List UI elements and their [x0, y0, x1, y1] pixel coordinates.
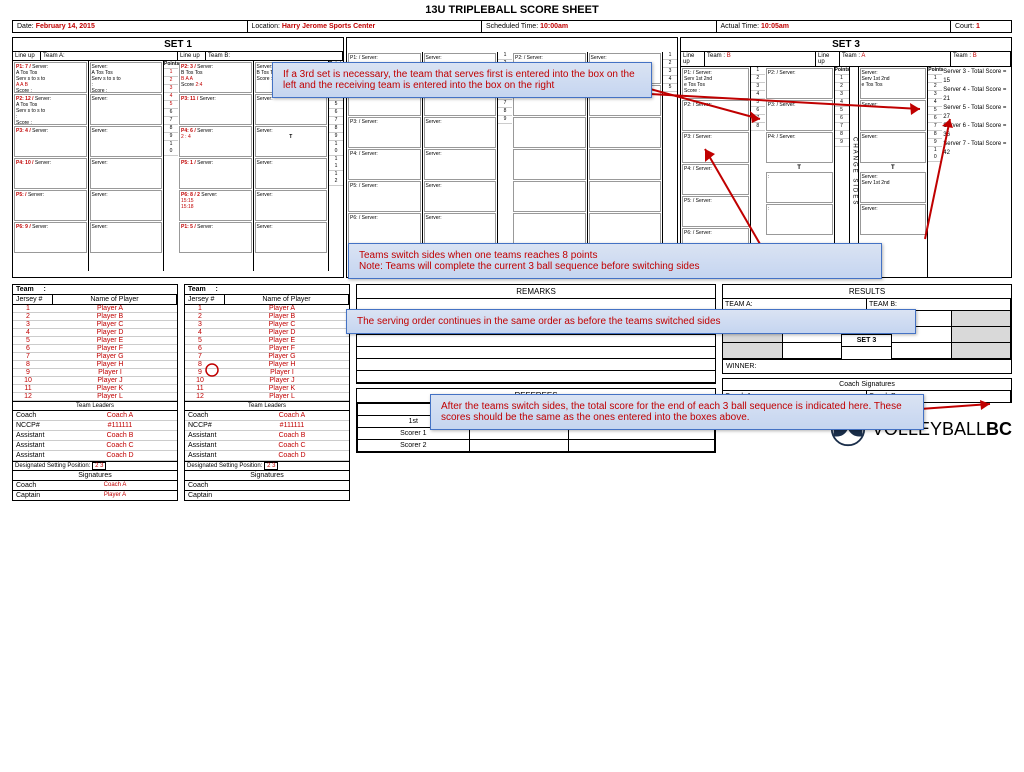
callout-4: After the teams switch sides, the total … [430, 394, 924, 430]
callout-1: If a 3rd set is necessary, the team that… [272, 62, 652, 98]
header-bar: Date: February 14, 2015 Location: Harry … [12, 20, 1012, 33]
callout-3: The serving order continues in the same … [346, 309, 916, 334]
page-title: 13U TRIPLEBALL SCORE SHEET [0, 4, 1024, 16]
arrow-2 [650, 89, 930, 129]
roster-a: Team : Jersey #Name of Player 1Player A2… [12, 284, 178, 501]
callout-2: Teams switch sides when one teams reache… [348, 243, 882, 279]
circle-marker [204, 362, 220, 378]
remarks-box: REMARKS [356, 284, 716, 384]
roster-b: Team : Jersey #Name of Player 1Player A2… [184, 284, 350, 501]
arrow-5 [920, 399, 1000, 419]
arrow-4 [920, 114, 960, 244]
arrow-3 [700, 144, 770, 254]
